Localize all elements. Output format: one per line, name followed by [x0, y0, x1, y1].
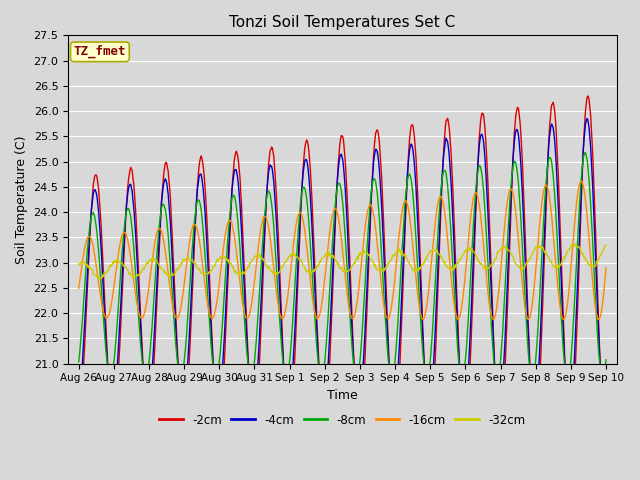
-8cm — [84, 238, 92, 244]
-4cm — [422, 384, 429, 389]
-4cm — [139, 359, 147, 364]
-2cm — [192, 208, 200, 214]
-16cm — [524, 317, 532, 323]
Line: -8cm: -8cm — [79, 153, 606, 380]
-2cm — [602, 431, 610, 436]
-32cm — [96, 276, 104, 281]
-8cm — [139, 360, 147, 366]
-32cm — [221, 254, 228, 260]
-2cm — [139, 352, 147, 358]
-2cm — [75, 415, 83, 421]
-2cm — [220, 367, 228, 373]
-16cm — [406, 218, 414, 224]
-16cm — [75, 286, 83, 291]
Title: Tonzi Soil Temperatures Set C: Tonzi Soil Temperatures Set C — [229, 15, 456, 30]
-4cm — [75, 397, 83, 403]
-8cm — [220, 298, 228, 303]
-8cm — [75, 359, 83, 365]
-4cm — [192, 205, 200, 211]
Line: -2cm: -2cm — [79, 96, 606, 434]
-32cm — [407, 264, 415, 269]
-4cm — [406, 144, 414, 150]
-8cm — [422, 372, 429, 378]
-4cm — [583, 116, 591, 121]
-2cm — [584, 93, 591, 99]
-8cm — [192, 205, 200, 211]
-32cm — [193, 264, 200, 270]
Text: TZ_fmet: TZ_fmet — [74, 45, 126, 59]
-32cm — [140, 265, 147, 271]
-2cm — [602, 432, 609, 437]
Line: -32cm: -32cm — [79, 244, 606, 278]
-16cm — [139, 315, 147, 321]
-4cm — [220, 342, 228, 348]
-8cm — [602, 357, 610, 363]
-32cm — [422, 256, 430, 262]
-4cm — [84, 255, 92, 261]
-32cm — [84, 265, 92, 271]
Line: -16cm: -16cm — [79, 181, 606, 320]
-32cm — [602, 242, 610, 248]
-4cm — [602, 404, 610, 410]
-32cm — [572, 241, 580, 247]
-2cm — [84, 268, 92, 274]
Line: -4cm: -4cm — [79, 119, 606, 411]
-16cm — [192, 223, 200, 229]
-32cm — [75, 261, 83, 266]
-4cm — [601, 408, 609, 414]
Y-axis label: Soil Temperature (C): Soil Temperature (C) — [15, 135, 28, 264]
-2cm — [422, 386, 429, 392]
-8cm — [406, 173, 414, 179]
-16cm — [602, 265, 610, 271]
-16cm — [220, 241, 228, 247]
X-axis label: Time: Time — [327, 389, 358, 402]
-2cm — [406, 131, 414, 137]
-16cm — [84, 234, 92, 240]
Legend: -2cm, -4cm, -8cm, -16cm, -32cm: -2cm, -4cm, -8cm, -16cm, -32cm — [154, 409, 531, 431]
-8cm — [582, 150, 589, 156]
-16cm — [422, 309, 429, 315]
-16cm — [577, 178, 585, 184]
-8cm — [598, 377, 606, 383]
